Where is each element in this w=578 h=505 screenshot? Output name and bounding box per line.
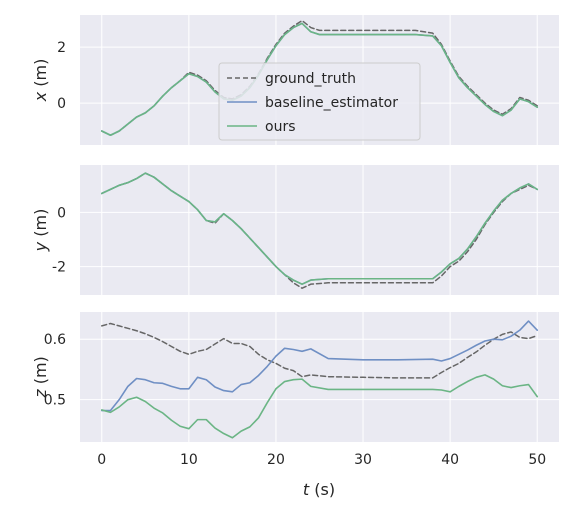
y-axis-label: z (m): [31, 356, 50, 399]
series-line-ground-truth: [101, 322, 538, 379]
y-tick-label: -2: [52, 260, 66, 276]
y-axis-label: x (m): [31, 59, 50, 103]
x-tick-label: 40: [441, 452, 459, 468]
y-tick-label: 0.6: [44, 332, 66, 348]
x-tick-label: 50: [528, 452, 546, 468]
legend: ground_truth baseline_estimator ours: [218, 62, 421, 141]
series-line-ours: [100, 374, 539, 439]
y-axis-label-symbol: x: [31, 91, 50, 102]
plot-area: [80, 165, 559, 295]
y-tick-label: 0: [57, 205, 66, 221]
x-axis-label-symbol: t: [303, 480, 310, 499]
x-axis-label-unit: (s): [309, 480, 335, 499]
x-tick-label: 30: [354, 452, 372, 468]
y-axis-label-unit: (m): [31, 356, 50, 389]
legend-label-baseline-estimator: baseline_estimator: [265, 95, 398, 111]
x-axis-label: t (s): [303, 480, 335, 499]
panel-y: -2 0 y (m): [31, 165, 559, 295]
y-axis-label-unit: (m): [31, 59, 50, 92]
y-axis-label-symbol: z: [31, 389, 50, 399]
legend-frame: [218, 62, 421, 141]
x-tick-label: 0: [97, 452, 106, 468]
plot-area: [80, 312, 559, 442]
series-line-baseline-estimator: [100, 320, 539, 412]
y-tick-label: 0.5: [44, 393, 66, 409]
legend-label-ours: ours: [265, 119, 296, 135]
series-line-ours: [100, 22, 539, 137]
y-tick-label: 0: [57, 96, 66, 112]
y-axis-label: y (m): [31, 209, 50, 253]
y-axis-label-symbol: y: [31, 241, 50, 252]
series-line-ours: [100, 172, 539, 285]
x-tick-label: 20: [267, 452, 285, 468]
x-tick-label: 10: [180, 452, 198, 468]
legend-label-ground-truth: ground_truth: [265, 71, 356, 87]
panels: 0 2 x (m) -2 0 y (m) 0.5 0.6 0 10 20 30 40 50 z (m): [31, 15, 559, 468]
panel-z: 0.5 0.6 0 10 20 30 40 50 z (m): [31, 312, 559, 468]
y-axis-label-unit: (m): [31, 209, 50, 242]
y-tick-label: 2: [57, 40, 66, 56]
